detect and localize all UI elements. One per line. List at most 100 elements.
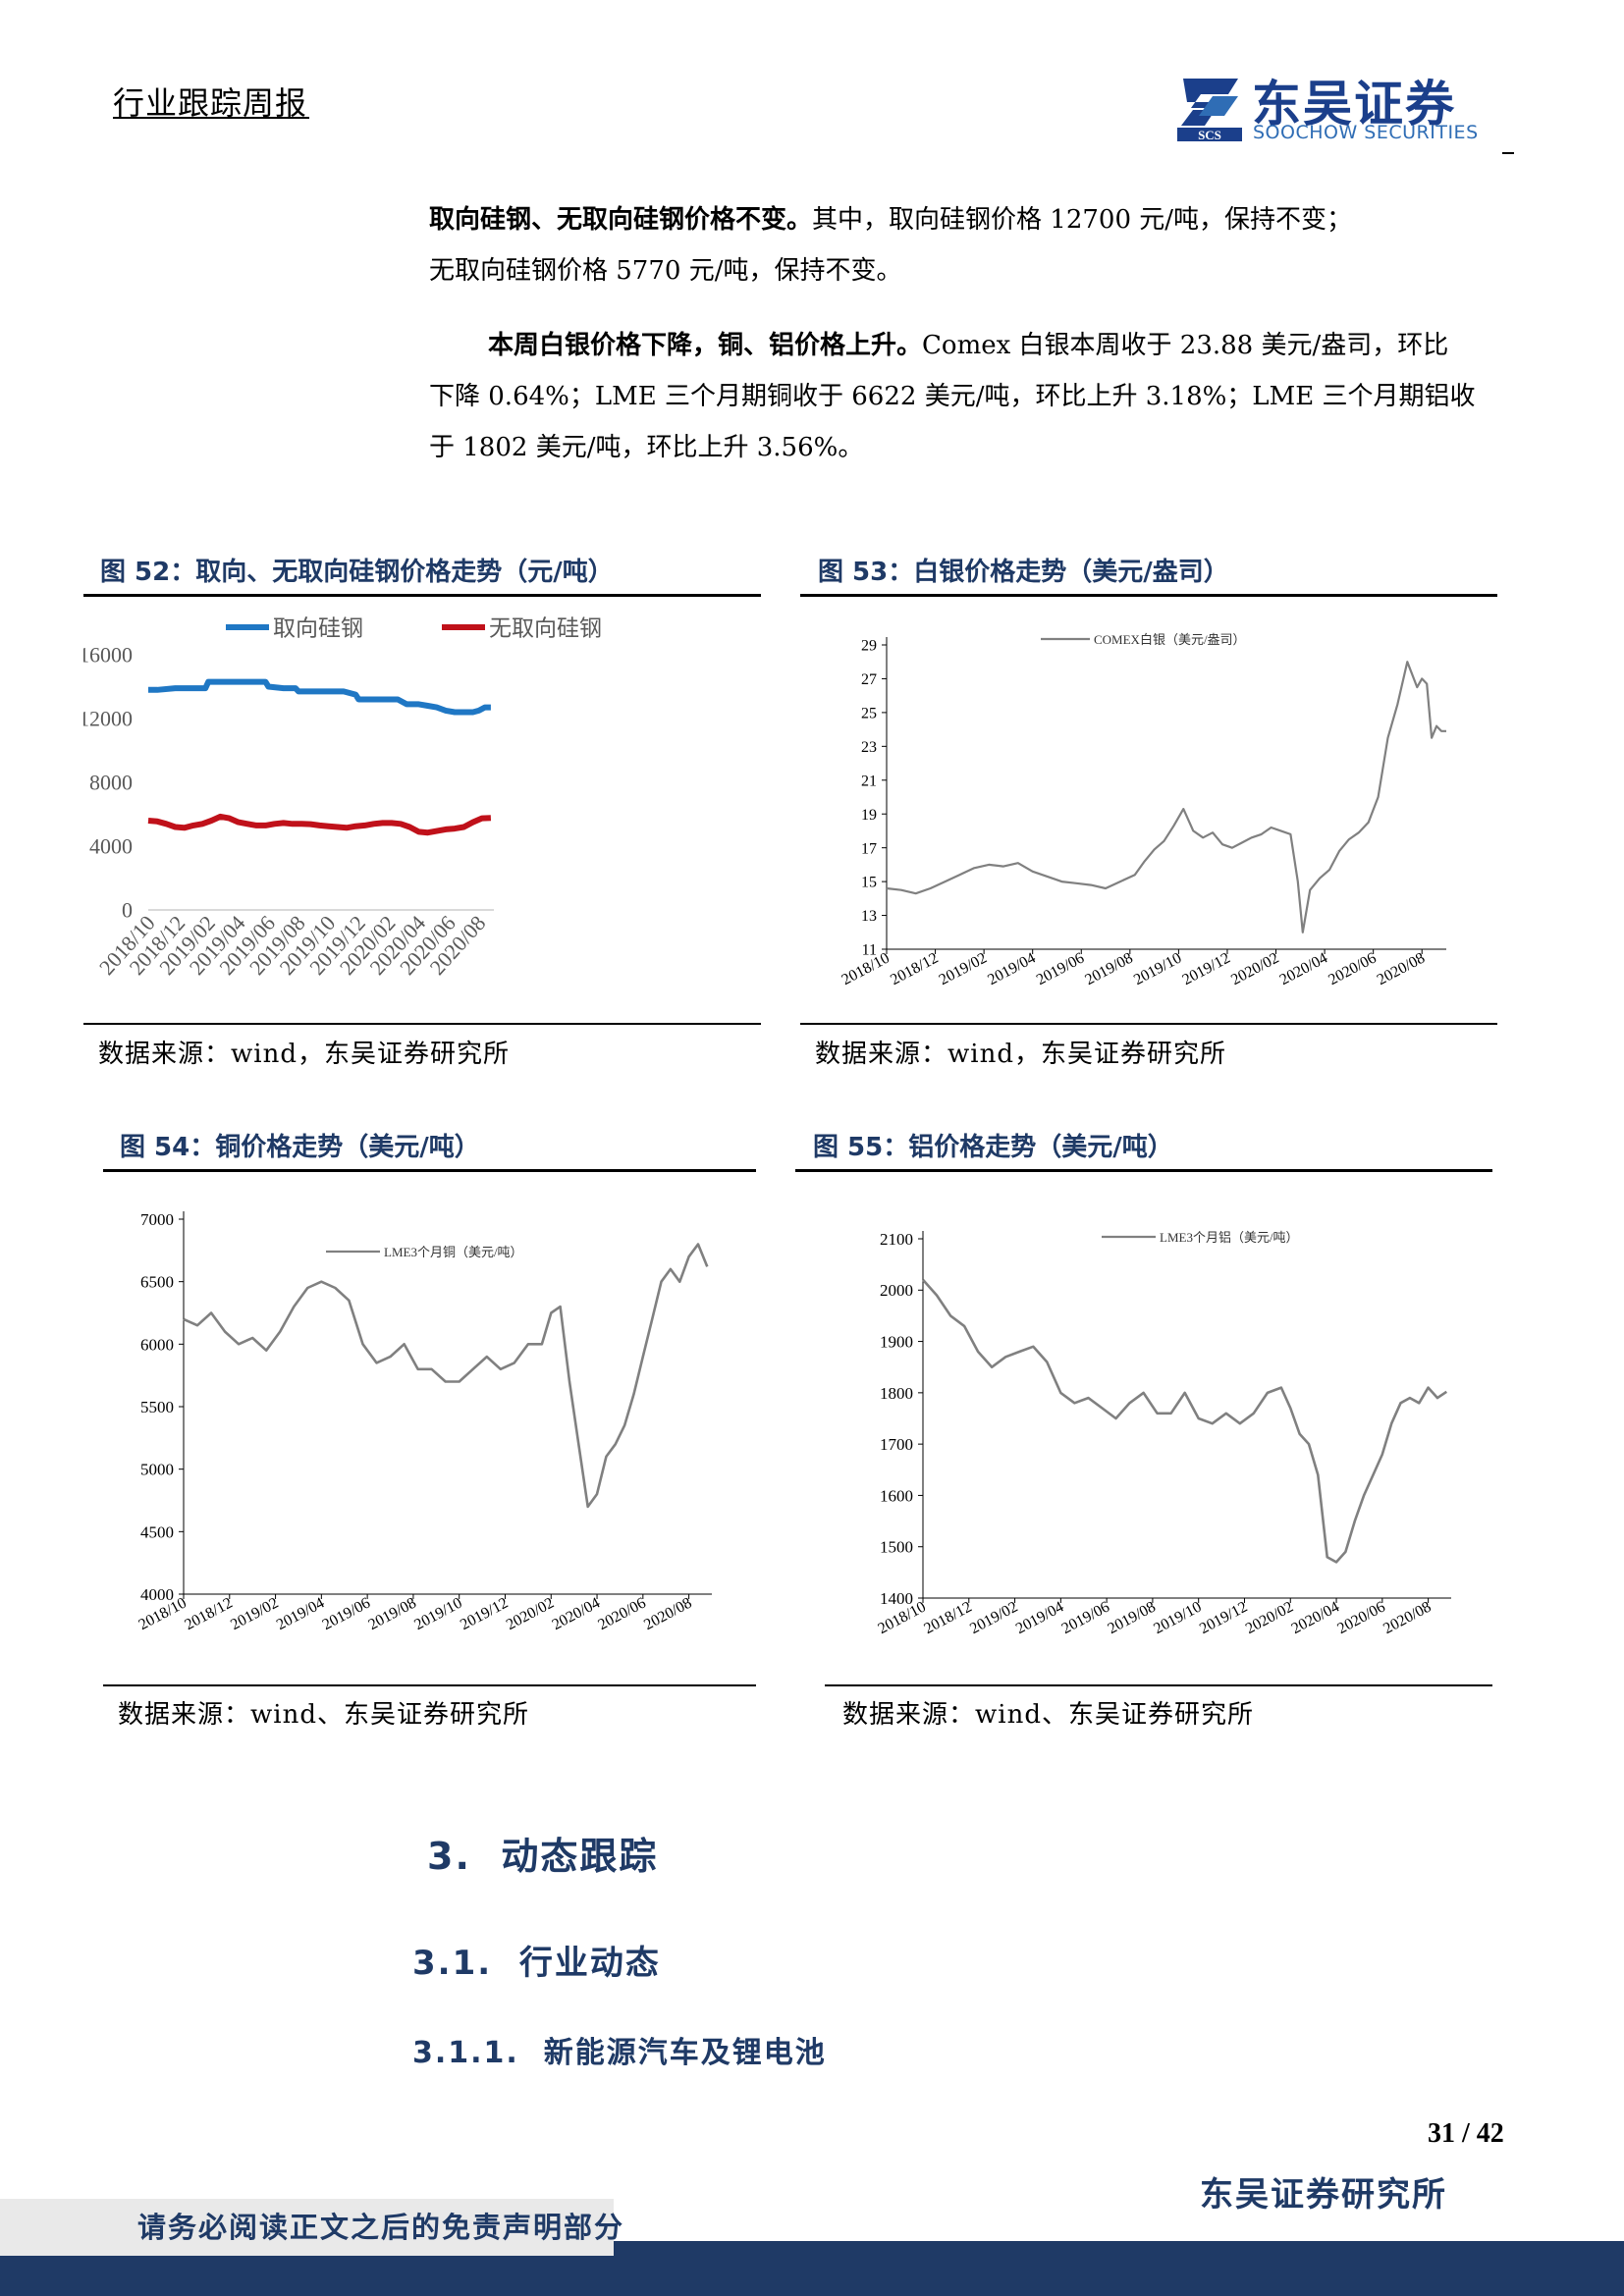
- fig52-y-tick-label: 4000: [89, 834, 133, 859]
- section-heading-3-1-1: 3.1.1. 新能源汽车及锂电池: [412, 2028, 827, 2071]
- fig55-y-tick-label: 1900: [880, 1333, 913, 1352]
- report-type: 行业跟踪周报: [113, 84, 308, 122]
- logo-english: SOOCHOW SECURITIES: [1253, 122, 1479, 143]
- logo-mark-text: SCS: [1198, 128, 1221, 142]
- fig54-series-line: [183, 1243, 709, 1509]
- section-title: 动态跟踪: [501, 1835, 659, 1878]
- fig53-series-line: [886, 661, 1446, 934]
- fig55-x-tick-label: 2020/04: [1289, 1599, 1342, 1638]
- fig54-x-tick-label: 2019/08: [365, 1595, 418, 1634]
- figure-55-source: 数据来源：wind、东吴证券研究所: [842, 1700, 1254, 1730]
- fig54-x-tick-label: 2020/06: [595, 1595, 648, 1634]
- figure-53-title: 图 53：白银价格走势（美元/盎司）: [818, 558, 1229, 587]
- fig52-series-line: [147, 813, 492, 836]
- fig53-y-tick-label: 29: [861, 638, 877, 655]
- figure-55-chart: 210020001900180017001600150014002018/102…: [876, 1230, 1451, 1638]
- fig53-x-tick-label: 2019/08: [1082, 950, 1135, 989]
- figure-55-bottom-rule: [825, 1684, 1492, 1686]
- fig54-y-tick-label: 4500: [140, 1522, 174, 1541]
- logo-chinese: 东吴证券: [1252, 76, 1456, 133]
- paragraph-2-lead: 本周白银价格下降，铜、铝价格上升。: [488, 331, 923, 360]
- subsubsection-number: 3.1.1.: [412, 2036, 519, 2070]
- figure-53-source: 数据来源：wind，东吴证券研究所: [815, 1040, 1226, 1069]
- page-number: 31 / 42: [1428, 2118, 1504, 2149]
- figure-54-top-rule: [103, 1169, 756, 1172]
- header-mark: [1502, 152, 1514, 154]
- fig55-legend-label: LME3个月铝（美元/吨）: [1160, 1230, 1299, 1245]
- fig54-y-tick-label: 6000: [140, 1335, 174, 1354]
- fig53-y-tick-label: 25: [861, 705, 877, 721]
- section-heading-3-1: 3.1. 行业动态: [412, 1936, 661, 1984]
- fig55-x-tick-label: 2019/02: [967, 1599, 1020, 1638]
- fig54-x-tick-label: 2019/04: [274, 1595, 327, 1634]
- fig53-y-tick-label: 11: [862, 942, 877, 959]
- fig55-series-line: [922, 1278, 1448, 1564]
- fig53-x-tick-label: 2018/12: [888, 950, 941, 989]
- fig55-y-tick-label: 2100: [880, 1230, 913, 1249]
- fig53-legend-label: COMEX白银（美元/盎司）: [1094, 632, 1246, 647]
- fig55-y-tick-label: 1600: [880, 1486, 913, 1505]
- section-number: 3.: [427, 1835, 471, 1878]
- subsection-number: 3.1.: [412, 1944, 493, 1983]
- fig53-y-tick-label: 27: [861, 671, 877, 688]
- fig53-x-tick-label: 2020/04: [1277, 950, 1330, 989]
- fig54-y-tick-label: 5500: [140, 1398, 174, 1416]
- paragraph-1-line-2: 无取向硅钢价格 5770 元/吨，保持不变。: [429, 256, 902, 286]
- fig53-x-tick-label: 2020/08: [1375, 950, 1428, 989]
- figure-54-chart: 70006500600055005000450040002018/102018/…: [136, 1210, 712, 1634]
- fig55-x-tick-label: 2020/02: [1243, 1599, 1296, 1638]
- fig54-y-tick-label: 4000: [140, 1585, 174, 1604]
- fig54-y-tick-label: 5000: [140, 1461, 174, 1479]
- fig52-legend-label: 无取向硅钢: [489, 616, 602, 641]
- fig54-x-tick-label: 2019/02: [228, 1595, 281, 1634]
- paragraph-1-lead: 取向硅钢、无取向硅钢价格不变。: [429, 205, 813, 235]
- fig52-y-tick-label: 12000: [83, 707, 133, 731]
- figure-53-top-rule: [800, 594, 1497, 597]
- figure-53-bottom-rule: [800, 1023, 1497, 1025]
- section-heading-3: 3. 动态跟踪: [427, 1826, 658, 1880]
- fig53-y-tick-label: 13: [861, 908, 877, 925]
- fig53-x-tick-label: 2020/02: [1228, 950, 1281, 989]
- figure-54-title: 图 54：铜价格走势（美元/吨）: [120, 1133, 480, 1162]
- fig55-y-tick-label: 1800: [880, 1384, 913, 1403]
- fig54-x-tick-label: 2018/12: [182, 1595, 235, 1634]
- fig54-y-tick-label: 7000: [140, 1210, 174, 1229]
- paragraph-1-rest: 其中，取向硅钢价格 12700 元/吨，保持不变；: [812, 205, 1353, 235]
- paragraph-2-line-3: 于 1802 美元/吨，环比上升 3.56%。: [429, 433, 864, 462]
- figure-54-bottom-rule: [103, 1684, 756, 1686]
- figure-52-title: 图 52：取向、无取向硅钢价格走势（元/吨）: [100, 558, 614, 587]
- fig53-y-tick-label: 19: [861, 807, 877, 824]
- fig55-y-tick-label: 1700: [880, 1435, 913, 1454]
- paragraph-2-rest: Comex 白银本周收于 23.88 美元/盎司，环比: [922, 331, 1449, 360]
- fig53-y-tick-label: 21: [861, 773, 877, 789]
- fig54-x-tick-label: 2019/12: [458, 1595, 511, 1634]
- fig54-legend-label: LME3个月铜（美元/吨）: [384, 1245, 523, 1259]
- fig54-x-tick-label: 2020/04: [550, 1595, 603, 1634]
- fig52-y-tick-label: 16000: [83, 643, 133, 667]
- fig55-x-tick-label: 2020/06: [1334, 1599, 1387, 1638]
- header-underline: [113, 117, 309, 119]
- fig54-x-tick-label: 2019/10: [411, 1595, 464, 1634]
- fig54-x-tick-label: 2020/08: [641, 1595, 694, 1634]
- fig53-x-tick-label: 2019/02: [937, 950, 990, 989]
- figure-55-title: 图 55：铝价格走势（美元/吨）: [813, 1133, 1173, 1162]
- paragraph-2-line-1: 本周白银价格下降，铜、铝价格上升。Comex 白银本周收于 23.88 美元/盎…: [488, 320, 1448, 371]
- fig53-y-tick-label: 23: [861, 739, 877, 756]
- fig55-x-tick-label: 2019/10: [1151, 1599, 1204, 1638]
- fig55-y-tick-label: 2000: [880, 1281, 913, 1300]
- footer-institute: 东吴证券研究所: [1200, 2175, 1447, 2215]
- soochow-logo-icon: SCS: [1177, 79, 1242, 142]
- fig54-x-tick-label: 2020/02: [504, 1595, 557, 1634]
- figure-52-top-rule: [83, 594, 761, 597]
- paragraph-2-line-2: 下降 0.64%；LME 三个月期铜收于 6622 美元/吨，环比上升 3.18…: [429, 382, 1476, 411]
- fig55-x-tick-label: 2018/12: [921, 1599, 974, 1638]
- fig55-x-tick-label: 2019/06: [1059, 1599, 1112, 1638]
- fig53-x-tick-label: 2019/12: [1180, 950, 1233, 989]
- fig53-x-tick-label: 2019/04: [985, 950, 1038, 989]
- subsubsection-title: 新能源汽车及锂电池: [543, 2036, 827, 2070]
- figure-54-source: 数据来源：wind、东吴证券研究所: [118, 1700, 529, 1730]
- fig53-x-tick-label: 2020/06: [1326, 950, 1379, 989]
- fig53-x-tick-label: 2019/06: [1034, 950, 1087, 989]
- paragraph-1-line-1: 取向硅钢、无取向硅钢价格不变。其中，取向硅钢价格 12700 元/吨，保持不变；: [429, 194, 1352, 245]
- fig53-y-tick-label: 17: [861, 840, 877, 857]
